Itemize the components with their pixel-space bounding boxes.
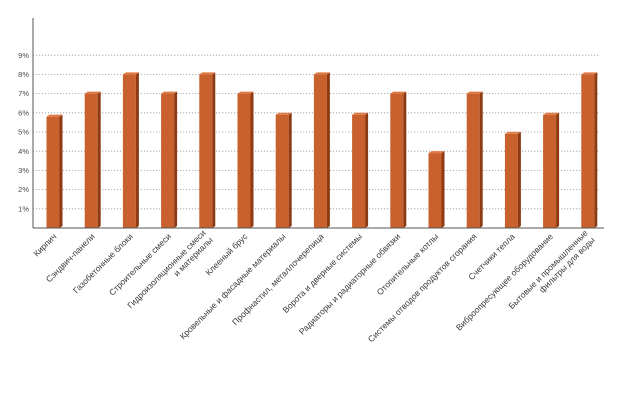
bar-top [352,112,369,115]
bar-top [313,72,330,75]
bar-front [390,93,404,228]
category-label: Кирпич [31,231,58,258]
bars [46,72,598,229]
bar [275,112,292,228]
bar-side [517,131,521,228]
bar-side [135,72,139,229]
y-tick-label: 1% [18,204,29,213]
y-tick-label: 8% [18,70,29,79]
bar-front [352,114,366,228]
bar-side [174,91,178,228]
bar [543,112,560,228]
bar-side [556,112,560,228]
bar [581,72,598,229]
bar-front [428,153,442,228]
bar-side [594,72,598,229]
bar [390,91,407,228]
y-tick-label: 3% [18,166,29,175]
bar-top [199,72,216,75]
bar-side [365,112,369,228]
bar-top [581,72,598,75]
y-tick-label: 7% [18,89,29,98]
y-tick-label: 4% [18,147,29,156]
bar [46,114,63,228]
bar-top [543,112,560,115]
bar [161,91,178,228]
y-tick-label: 9% [18,51,29,60]
bar-front [275,114,289,228]
bar-side [403,91,407,228]
bar-side [479,91,483,228]
bar [428,151,445,228]
bar-front [237,93,251,228]
bar-front [581,74,595,229]
bar-front [161,93,175,228]
bar-front [84,93,98,228]
bar-top [504,131,521,134]
bar [313,72,330,229]
bar-front [199,74,213,229]
bar [504,131,521,228]
y-tick-labels: 1% 2% 3% 4% 5% 6% 7% 8% 9% [18,51,29,214]
bar-front [504,133,518,228]
y-tick-label: 2% [18,185,29,194]
category-label-line: Кирпич [31,231,58,258]
y-tick-label: 5% [18,128,29,137]
bar-side [288,112,292,228]
bar-top [466,91,483,94]
bar-top [390,91,407,94]
bar-front [466,93,480,228]
bar-front [313,74,327,229]
bar-top [275,112,292,115]
bar-top [84,91,101,94]
bar-front [46,116,60,228]
bar [84,91,101,228]
bar-front [122,74,136,229]
bar [122,72,139,229]
bar [466,91,483,228]
bar [352,112,369,228]
bar-top [46,114,63,117]
category-label: Ворота и дверные системы [280,231,364,315]
bar-side [441,151,445,228]
bar-front [543,114,557,228]
bar-top [237,91,254,94]
bar-side [326,72,330,229]
y-tick-label: 6% [18,108,29,117]
bar-side [250,91,254,228]
axes [32,18,604,229]
bar-side [212,72,216,229]
bar [199,72,216,229]
category-label-line: Ворота и дверные системы [280,231,364,315]
bar-side [59,114,63,228]
bar-top [161,91,178,94]
bar-side [97,91,101,228]
bar [237,91,254,228]
bar-top [122,72,139,75]
bar-top [428,151,445,154]
